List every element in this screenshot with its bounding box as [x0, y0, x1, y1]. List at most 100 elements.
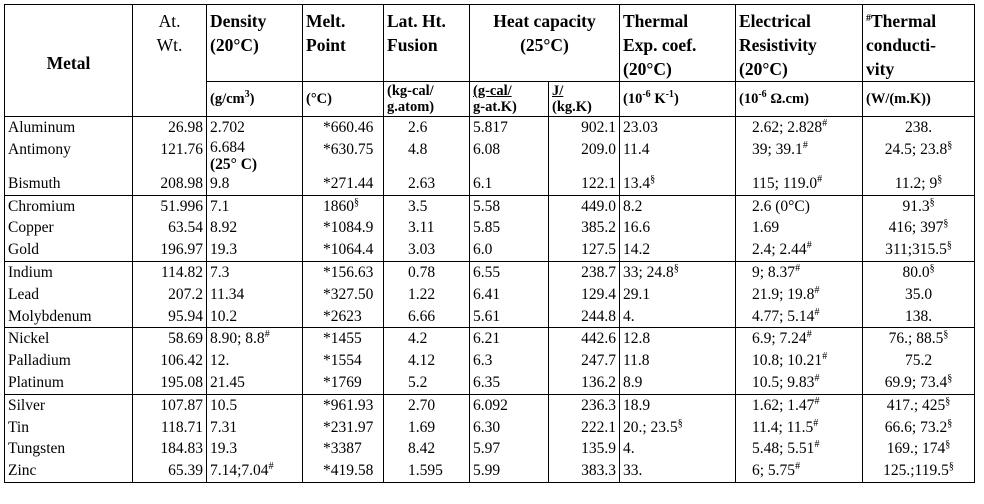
- heat-capacity-gcal-cell: 6.08: [469, 138, 549, 173]
- thermal-conductivity-cell: 125.;119.5§: [862, 460, 975, 483]
- electrical-resistivity-cell: 1.69: [735, 217, 863, 240]
- atomic-weight-cell: 121.76: [132, 138, 207, 173]
- thermal-expansion-cell: 8.9: [619, 371, 736, 395]
- atomic-weight-cell: 208.98: [132, 172, 207, 196]
- metal-name-cell: Zinc: [4, 460, 133, 483]
- table-body: Aluminum 26.98 2.702 *660.46 2.6 5.817 902.1 23…: [4, 115, 975, 483]
- melting-point-cell: *1084.9: [302, 217, 384, 240]
- metal-name-cell: Indium: [4, 260, 133, 284]
- metal-name-cell: Tin: [4, 416, 133, 439]
- heat-capacity-gcal-unit: (g-cal/g-at.K): [469, 81, 549, 117]
- heat-capacity-header: Heat capacity (25°C): [469, 4, 620, 82]
- electrical-resistivity-header: Electrical Resistivity (20°C): [735, 4, 863, 82]
- density-cell: 9.8: [206, 172, 303, 196]
- metal-name-cell: Lead: [4, 283, 133, 306]
- heat-capacity-j-cell: 122.1: [548, 172, 620, 196]
- density-cell: 6.684 (25° C): [206, 138, 303, 173]
- latent-heat-cell: 5.2: [383, 371, 470, 395]
- thermal-expansion-cell: 29.1: [619, 283, 736, 306]
- thermal-conductivity-header: #Thermal conducti-vity: [862, 4, 975, 82]
- electrical-resistivity-cell: 2.62; 2.828#: [735, 115, 863, 139]
- heat-capacity-j-cell: 238.7: [548, 260, 620, 284]
- metal-name-cell: Molybdenum: [4, 305, 133, 328]
- melting-point-cell: *630.75: [302, 138, 384, 173]
- atomic-weight-cell: 107.87: [132, 393, 207, 417]
- heat-capacity-j-cell: 209.0: [548, 138, 620, 173]
- thermal-conductivity-cell: 75.2: [862, 350, 975, 372]
- table-row: Bismuth 208.98 9.8 *271.44 2.63 6.1 122.1 13.4§…: [4, 172, 975, 196]
- table-row: Aluminum 26.98 2.702 *660.46 2.6 5.817 902.1 23…: [4, 115, 975, 139]
- electrical-resistivity-cell: 10.5; 9.83#: [735, 371, 863, 395]
- thermal-expansion-cell: 11.8: [619, 350, 736, 372]
- latent-heat-cell: 4.8: [383, 138, 470, 173]
- table-row: Zinc 65.39 7.14;7.04# *419.58 1.595 5.99 383.3…: [4, 460, 975, 483]
- thermal-expansion-cell: 18.9: [619, 393, 736, 417]
- melting-point-cell: *3387: [302, 438, 384, 461]
- metal-name-cell: Tungsten: [4, 438, 133, 461]
- heat-capacity-gcal-cell: 6.1: [469, 172, 549, 196]
- latent-heat-cell: 1.595: [383, 460, 470, 483]
- heat-capacity-j-cell: 449.0: [548, 194, 620, 218]
- latent-heat-cell: 2.63: [383, 172, 470, 196]
- thermal-conductivity-cell: 69.9; 73.4§: [862, 371, 975, 395]
- density-cell: 7.14;7.04#: [206, 460, 303, 483]
- thermal-expansion-cell: 11.4: [619, 138, 736, 173]
- table-row: Silver 107.87 10.5 *961.93 2.70 6.092 236.3 18.…: [4, 393, 975, 417]
- electrical-resistivity-cell: 4.77; 5.14#: [735, 305, 863, 328]
- heat-capacity-gcal-cell: 6.092: [469, 393, 549, 417]
- density-cell: 10.2: [206, 305, 303, 328]
- thermal-conductivity-cell: 416; 397§: [862, 217, 975, 240]
- latent-heat-cell: 3.5: [383, 194, 470, 218]
- latent-heat-cell: 2.70: [383, 393, 470, 417]
- metals-properties-table: Metal At. Wt. Density (20°C) Melt. Point La…: [4, 4, 975, 483]
- electrical-resistivity-cell: 39; 39.1#: [735, 138, 863, 173]
- melting-point-cell: 1860§: [302, 194, 384, 218]
- atomic-weight-cell: 63.54: [132, 217, 207, 240]
- thermal-conductivity-cell: 35.0: [862, 283, 975, 306]
- table-row: Molybdenum 95.94 10.2 *2623 6.66 5.61 244.8 4. 4…: [4, 305, 975, 328]
- melting-point-cell: *1554: [302, 350, 384, 372]
- heat-capacity-gcal-cell: 6.30: [469, 416, 549, 439]
- heat-capacity-j-cell: 244.8: [548, 305, 620, 328]
- thermal-expansion-unit: (10-6 K-1): [619, 81, 736, 117]
- metal-column-header: Metal: [4, 4, 133, 117]
- electrical-resistivity-cell: 1.62; 1.47#: [735, 393, 863, 417]
- metal-name-cell: Antimony: [4, 138, 133, 173]
- density-cell: 21.45: [206, 371, 303, 395]
- heat-capacity-gcal-cell: 5.85: [469, 217, 549, 240]
- thermal-conductivity-cell: 80.0§: [862, 260, 975, 284]
- thermal-conductivity-cell: 169.; 174§: [862, 438, 975, 461]
- thermal-conductivity-cell: 238.: [862, 115, 975, 139]
- thermal-expansion-cell: 33; 24.8§: [619, 260, 736, 284]
- thermal-expansion-cell: 14.2: [619, 239, 736, 262]
- latent-heat-cell: 6.66: [383, 305, 470, 328]
- thermal-expansion-cell: 4.: [619, 438, 736, 461]
- atomic-weight-cell: 58.69: [132, 327, 207, 351]
- atomic-weight-cell: 195.08: [132, 371, 207, 395]
- latent-heat-cell: 1.22: [383, 283, 470, 306]
- density-header: Density (20°C): [206, 4, 303, 82]
- heat-capacity-j-cell: 385.2: [548, 217, 620, 240]
- electrical-resistivity-cell: 115; 119.0#: [735, 172, 863, 196]
- electrical-resistivity-cell: 6; 5.75#: [735, 460, 863, 483]
- thermal-conductivity-cell: 91.3§: [862, 194, 975, 218]
- heat-capacity-gcal-cell: 5.97: [469, 438, 549, 461]
- density-unit: (g/cm3): [206, 81, 303, 117]
- thermal-conductivity-cell: 76.; 88.5§: [862, 327, 975, 351]
- melting-point-cell: *419.58: [302, 460, 384, 483]
- density-cell: 19.3: [206, 438, 303, 461]
- heat-capacity-gcal-cell: 6.41: [469, 283, 549, 306]
- latent-heat-cell: 3.03: [383, 239, 470, 262]
- electrical-resistivity-cell: 9; 8.37#: [735, 260, 863, 284]
- heat-capacity-j-cell: 902.1: [548, 115, 620, 139]
- atomic-weight-cell: 207.2: [132, 283, 207, 306]
- heat-capacity-j-cell: 136.2: [548, 371, 620, 395]
- density-cell: 8.90; 8.8#: [206, 327, 303, 351]
- electrical-resistivity-cell: 5.48; 5.51#: [735, 438, 863, 461]
- density-cell: 10.5: [206, 393, 303, 417]
- table-row: Palladium 106.42 12. *1554 4.12 6.3 247.7 11.8 1…: [4, 350, 975, 372]
- melting-point-cell: *1455: [302, 327, 384, 351]
- thermal-conductivity-cell: 11.2; 9§: [862, 172, 975, 196]
- table-row: Tin 118.71 7.31 *231.97 1.69 6.30 222.1 20.; 23…: [4, 416, 975, 439]
- atomic-weight-cell: 95.94: [132, 305, 207, 328]
